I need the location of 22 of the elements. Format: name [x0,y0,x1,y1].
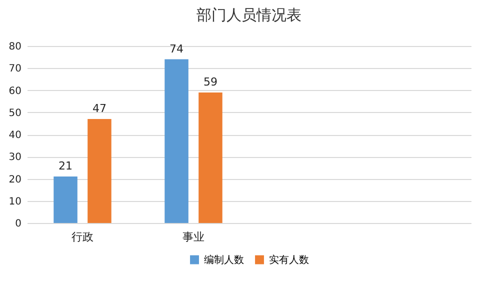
bar [198,92,222,223]
bar [88,119,112,223]
data-label: 74 [170,42,184,56]
y-tick-label: 50 [8,108,22,119]
data-label: 59 [203,75,218,88]
y-tick-label: 0 [15,218,22,230]
data-label: 47 [92,102,106,116]
y-tick-label: 20 [8,174,22,186]
bar [164,59,188,223]
legend-label: 实有人数 [269,254,309,266]
y-tick-label: 80 [8,42,22,52]
x-tick-label: 行政 [72,230,94,244]
data-label: 21 [58,160,73,173]
legend-label: 编制人数 [204,254,244,266]
y-tick-label: 60 [8,86,22,97]
y-tick-label: 70 [8,64,22,75]
y-tick-label: 30 [8,152,22,164]
chart-title: 部门人员情况表 [196,6,302,24]
y-tick-label: 10 [8,196,22,208]
y-tick-label: 40 [8,130,22,141]
x-tick-label: 事业 [182,230,204,244]
bar [54,176,78,223]
